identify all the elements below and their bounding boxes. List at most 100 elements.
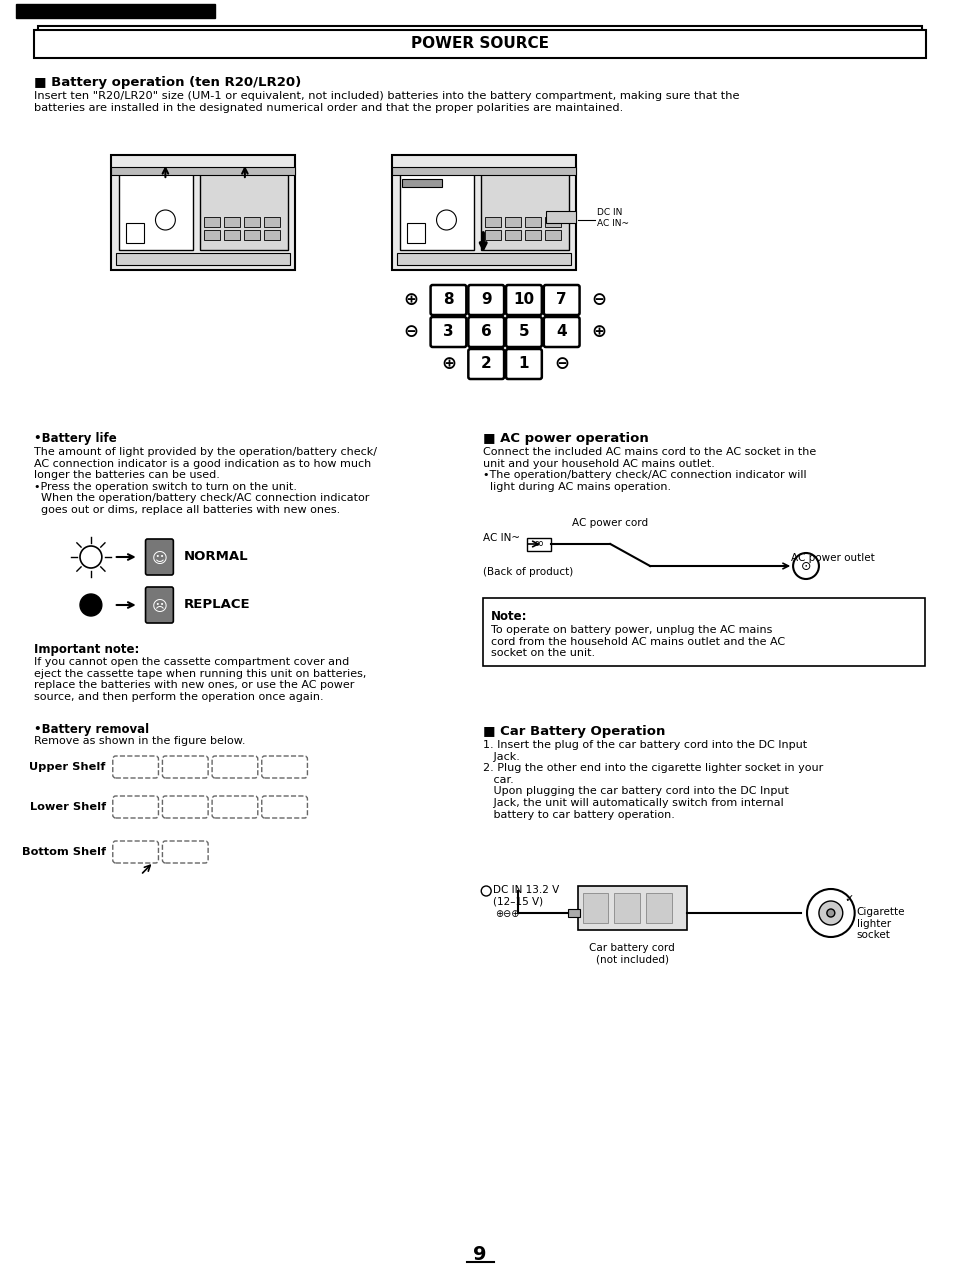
Bar [544,231,560,240]
Text: If you cannot open the cassette compartment cover and
eject the cassette tape wh: If you cannot open the cassette compartm… [34,657,366,702]
Bar [34,29,925,58]
Bar [200,172,287,250]
Text: ⊖: ⊖ [403,323,417,341]
Text: Insert ten "R20/LR20" size (UM-1 or equivalent, not included) batteries into the: Insert ten "R20/LR20" size (UM-1 or equi… [34,91,739,113]
FancyBboxPatch shape [543,284,579,315]
Text: 3: 3 [443,324,454,339]
Bar [392,155,575,270]
Text: Cigarette
lighter
socket: Cigarette lighter socket [856,907,904,940]
Bar [16,4,214,18]
Text: Important note:: Important note: [34,643,139,656]
Text: ■ Car Battery Operation: ■ Car Battery Operation [483,725,665,738]
Circle shape [80,594,102,616]
Text: Upper Shelf: Upper Shelf [30,762,106,772]
Text: 9: 9 [473,1245,486,1264]
Text: REPLACE: REPLACE [183,598,250,611]
Circle shape [806,889,854,936]
Bar [399,172,474,250]
Circle shape [826,910,834,917]
Bar [582,893,608,924]
FancyBboxPatch shape [505,284,541,315]
FancyBboxPatch shape [468,316,503,347]
Bar [614,893,639,924]
FancyBboxPatch shape [112,756,158,778]
Bar [392,167,575,175]
Bar [263,231,279,240]
Bar [524,216,540,227]
Text: AC power outlet: AC power outlet [790,553,874,564]
Bar [118,172,193,250]
Text: 1: 1 [518,356,529,371]
Bar [480,172,568,250]
Text: ⊕: ⊕ [440,355,456,373]
Text: 2: 2 [480,356,491,371]
Text: Bottom Shelf: Bottom Shelf [22,847,106,857]
Text: 4: 4 [556,324,566,339]
Bar [545,211,575,223]
Bar [524,231,540,240]
FancyBboxPatch shape [112,842,158,863]
Bar [577,886,686,930]
Bar [126,223,143,243]
FancyBboxPatch shape [430,284,466,315]
Text: Connect the included AC mains cord to the AC socket in the
unit and your househo: Connect the included AC mains cord to th… [483,447,816,492]
Text: POWER SOURCE: POWER SOURCE [411,36,549,51]
Bar [204,231,220,240]
Text: The amount of light provided by the operation/battery check/
AC connection indic: The amount of light provided by the oper… [34,447,377,515]
Text: 8: 8 [443,292,454,307]
Text: To operate on battery power, unplug the AC mains
cord from the household AC main: To operate on battery power, unplug the … [491,625,784,658]
Circle shape [818,901,841,925]
Bar [401,179,441,187]
Text: Car battery cord
(not included): Car battery cord (not included) [589,943,675,965]
Text: AC IN~: AC IN~ [483,533,519,543]
Text: AC power cord: AC power cord [572,518,648,528]
Text: ⊖: ⊖ [554,355,569,373]
Bar [406,223,424,243]
Bar [526,538,550,551]
Text: oo: oo [534,539,543,548]
Circle shape [80,546,102,567]
Text: (Back of product): (Back of product) [483,567,573,576]
Text: •Battery life: •Battery life [34,432,117,445]
Text: ⊕: ⊕ [591,323,606,341]
Bar [544,216,560,227]
FancyBboxPatch shape [468,284,503,315]
Text: ☹: ☹ [152,600,167,615]
FancyBboxPatch shape [162,756,208,778]
Text: ■ Battery operation (ten R20/LR20): ■ Battery operation (ten R20/LR20) [34,76,301,88]
Bar [396,254,570,265]
Bar [115,254,290,265]
Text: •Battery removal: •Battery removal [34,722,150,737]
Text: 9: 9 [480,292,491,307]
Text: ⊙: ⊙ [800,560,810,573]
FancyBboxPatch shape [146,587,173,623]
Bar [483,598,924,666]
Bar [38,26,922,54]
FancyBboxPatch shape [543,316,579,347]
FancyBboxPatch shape [430,316,466,347]
FancyBboxPatch shape [146,539,173,575]
FancyBboxPatch shape [112,796,158,819]
Bar [224,216,239,227]
Bar [111,155,294,270]
FancyBboxPatch shape [212,796,257,819]
Text: ⊕: ⊕ [403,291,417,309]
Text: ■ AC power operation: ■ AC power operation [483,432,648,445]
Text: ✓: ✓ [843,894,853,904]
Bar [485,231,500,240]
Text: ⊕⊖⊕: ⊕⊖⊕ [495,910,519,918]
Text: 7: 7 [556,292,566,307]
FancyBboxPatch shape [261,756,307,778]
Text: ⊖: ⊖ [591,291,606,309]
Bar [645,893,671,924]
Text: 10: 10 [513,292,534,307]
Bar [504,231,520,240]
Text: DC IN
AC IN~: DC IN AC IN~ [597,209,629,228]
Text: ☺: ☺ [152,552,167,566]
Circle shape [792,553,818,579]
FancyBboxPatch shape [162,796,208,819]
Bar [111,167,294,175]
Bar [567,910,579,917]
Bar [204,216,220,227]
Text: 1. Insert the plug of the car battery cord into the DC Input
   Jack.
2. Plug th: 1. Insert the plug of the car battery co… [483,740,822,820]
